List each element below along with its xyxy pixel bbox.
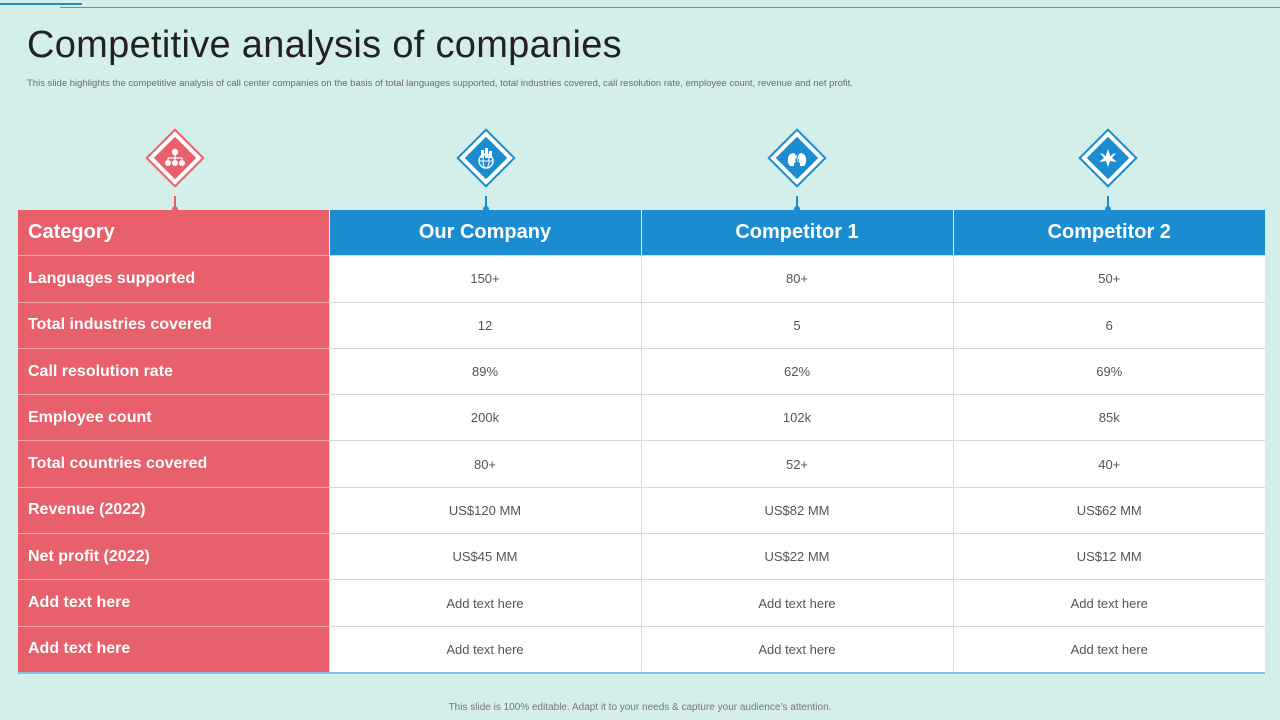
row-category: Add text here — [18, 625, 329, 673]
table-row: Total countries covered 80+ 52+ 40+ — [18, 440, 1265, 488]
column-icons — [18, 128, 1266, 212]
cell-competitor-1: 62% — [640, 347, 953, 395]
row-category: Revenue (2022) — [18, 486, 329, 534]
header-competitor-2: Competitor 2 — [952, 210, 1265, 256]
table-row: Revenue (2022) US$120 MM US$82 MM US$62 … — [18, 486, 1265, 534]
table-header-row: Category Our Company Competitor 1 Compet… — [18, 210, 1265, 256]
cell-our-company: 200k — [328, 394, 641, 441]
cell-our-company: 89% — [328, 347, 641, 395]
cell-our-company: 150+ — [328, 255, 641, 303]
cell-competitor-2: Add text here — [952, 625, 1265, 673]
cell-competitor-1: US$82 MM — [640, 486, 953, 534]
cell-competitor-1: 102k — [640, 394, 953, 441]
cell-competitor-1: US$22 MM — [640, 533, 953, 580]
row-category: Net profit (2022) — [18, 533, 329, 580]
row-category: Call resolution rate — [18, 347, 329, 395]
cell-competitor-2: 40+ — [952, 440, 1265, 488]
cell-competitor-2: 85k — [952, 394, 1265, 441]
table-row: Call resolution rate 89% 62% 69% — [18, 347, 1265, 395]
row-category: Employee count — [18, 394, 329, 441]
global-building-icon — [456, 128, 516, 212]
header-category: Category — [18, 210, 329, 256]
cell-our-company: 80+ — [328, 440, 641, 488]
cell-competitor-1: 80+ — [640, 255, 953, 303]
top-accent-line-red — [60, 7, 1280, 8]
table-row: Languages supported 150+ 80+ 50+ — [18, 255, 1265, 303]
cell-competitor-2: 50+ — [952, 255, 1265, 303]
row-category: Total industries covered — [18, 301, 329, 349]
row-category: Add text here — [18, 579, 329, 627]
page-title: Competitive analysis of companies — [27, 24, 622, 66]
cell-our-company: US$45 MM — [328, 533, 641, 580]
cell-competitor-2: US$62 MM — [952, 486, 1265, 534]
comparison-table: Category Our Company Competitor 1 Compet… — [18, 210, 1265, 674]
people-talking-icon — [767, 128, 827, 212]
cell-competitor-1: 5 — [640, 301, 953, 349]
table-row: Total industries covered 12 5 6 — [18, 301, 1265, 349]
page-subtitle: This slide highlights the competitive an… — [27, 78, 853, 89]
cell-our-company: US$120 MM — [328, 486, 641, 534]
footer-note: This slide is 100% editable. Adapt it to… — [448, 702, 832, 713]
cell-competitor-2: Add text here — [952, 579, 1265, 627]
cell-competitor-1: 52+ — [640, 440, 953, 488]
table-row: Employee count 200k 102k 85k — [18, 394, 1265, 441]
cell-competitor-1: Add text here — [640, 579, 953, 627]
cell-our-company: Add text here — [328, 579, 641, 627]
header-our-company: Our Company — [328, 210, 641, 256]
org-chart-icon — [145, 128, 205, 212]
cell-competitor-1: Add text here — [640, 625, 953, 673]
cell-our-company: 12 — [328, 301, 641, 349]
competition-clash-icon — [1078, 128, 1138, 212]
row-category: Total countries covered — [18, 440, 329, 488]
cell-competitor-2: US$12 MM — [952, 533, 1265, 580]
table-row: Add text here Add text here Add text her… — [18, 579, 1265, 627]
table-row: Add text here Add text here Add text her… — [18, 625, 1265, 673]
cell-competitor-2: 69% — [952, 347, 1265, 395]
table-row: Net profit (2022) US$45 MM US$22 MM US$1… — [18, 533, 1265, 580]
top-accent-line-blue — [0, 3, 82, 5]
row-category: Languages supported — [18, 255, 329, 303]
cell-competitor-2: 6 — [952, 301, 1265, 349]
cell-our-company: Add text here — [328, 625, 641, 673]
header-competitor-1: Competitor 1 — [640, 210, 953, 256]
